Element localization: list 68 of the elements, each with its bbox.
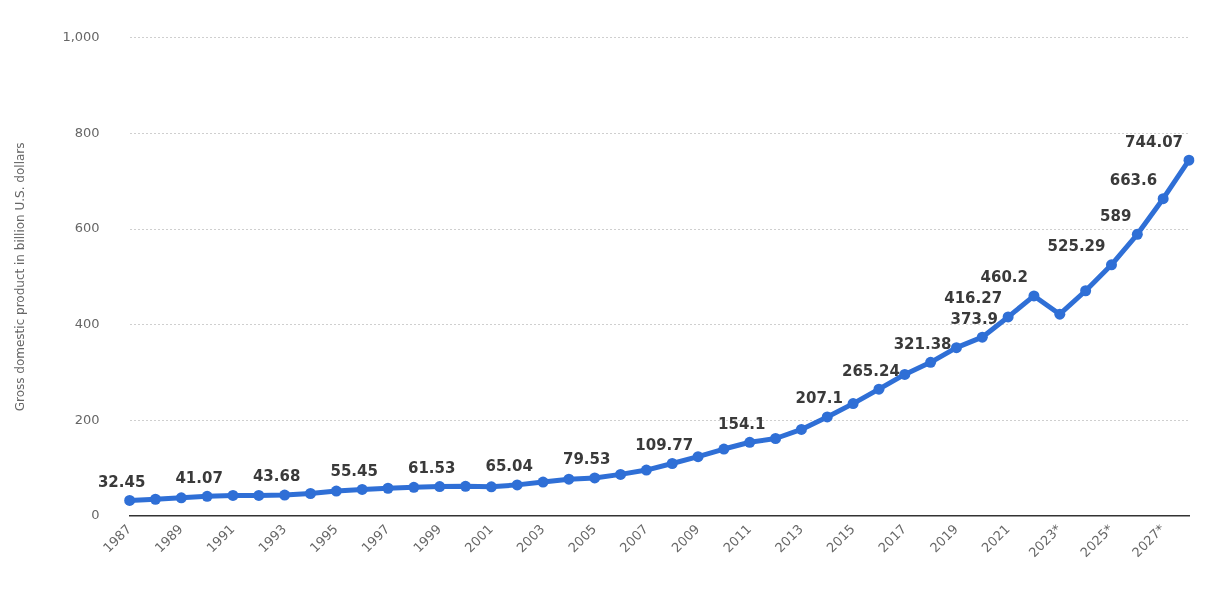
data-label: 79.53: [562, 450, 611, 469]
point: [253, 489, 265, 501]
data-label: 55.45: [330, 461, 378, 480]
data-label: 61.53: [407, 458, 456, 477]
point: [485, 481, 497, 493]
point: [795, 423, 807, 435]
point: [434, 481, 446, 493]
data-label: 65.04: [485, 457, 533, 476]
point: [279, 489, 291, 501]
y-tick-label: 800: [74, 124, 100, 140]
point: [666, 457, 678, 469]
point: [1131, 228, 1143, 240]
data-label: 43.68: [252, 467, 301, 486]
data-label: 109.77: [635, 435, 694, 454]
data-label: 41.07: [175, 468, 223, 487]
y-axis-title: Gross domestic product in billion U.S. dollars: [13, 142, 28, 412]
point: [1054, 308, 1066, 320]
y-tick-label: 1,000: [62, 29, 100, 45]
point: [1080, 285, 1092, 297]
y-tick-label: 0: [91, 507, 100, 523]
y-tick-label: 200: [74, 411, 100, 427]
point: [925, 356, 937, 368]
data-label: 154.1: [718, 414, 766, 433]
point: [563, 473, 575, 485]
point: [821, 411, 833, 423]
y-tick-label: 400: [74, 316, 100, 332]
data-label: 32.45: [97, 472, 146, 491]
point: [1105, 259, 1117, 271]
point: [950, 342, 962, 354]
point: [718, 443, 730, 455]
point: [511, 479, 523, 491]
data-label: 373.9: [950, 309, 999, 328]
point: [537, 476, 549, 488]
data-label: 321.38: [893, 334, 952, 353]
point: [770, 433, 782, 445]
data-label: 663.6: [1109, 171, 1158, 190]
point: [873, 383, 885, 395]
data-label: 265.24: [841, 361, 900, 380]
point: [175, 492, 187, 504]
data-label: 207.1: [795, 389, 843, 408]
data-label: 744.07: [1125, 132, 1183, 151]
point: [899, 368, 911, 380]
point: [1183, 154, 1195, 166]
point: [330, 485, 342, 497]
data-label: 589: [1100, 206, 1132, 225]
point: [356, 483, 368, 495]
point: [976, 331, 988, 343]
point: [227, 489, 239, 501]
point: [744, 436, 756, 448]
point: [124, 494, 136, 506]
point: [640, 464, 652, 476]
point: [382, 482, 394, 494]
data-label: 416.27: [944, 289, 1003, 308]
y-tick-label: 600: [74, 220, 100, 236]
point: [408, 481, 420, 493]
point: [201, 490, 213, 502]
point: [847, 398, 859, 410]
point: [589, 472, 601, 484]
point: [304, 488, 316, 500]
point: [615, 468, 627, 480]
point: [1157, 193, 1169, 205]
data-label: 525.29: [1047, 237, 1106, 256]
data-label: 460.2: [980, 268, 1028, 287]
point: [692, 451, 704, 463]
point: [149, 493, 161, 505]
point: [1028, 290, 1040, 302]
point: [1002, 311, 1014, 323]
point: [460, 480, 472, 492]
